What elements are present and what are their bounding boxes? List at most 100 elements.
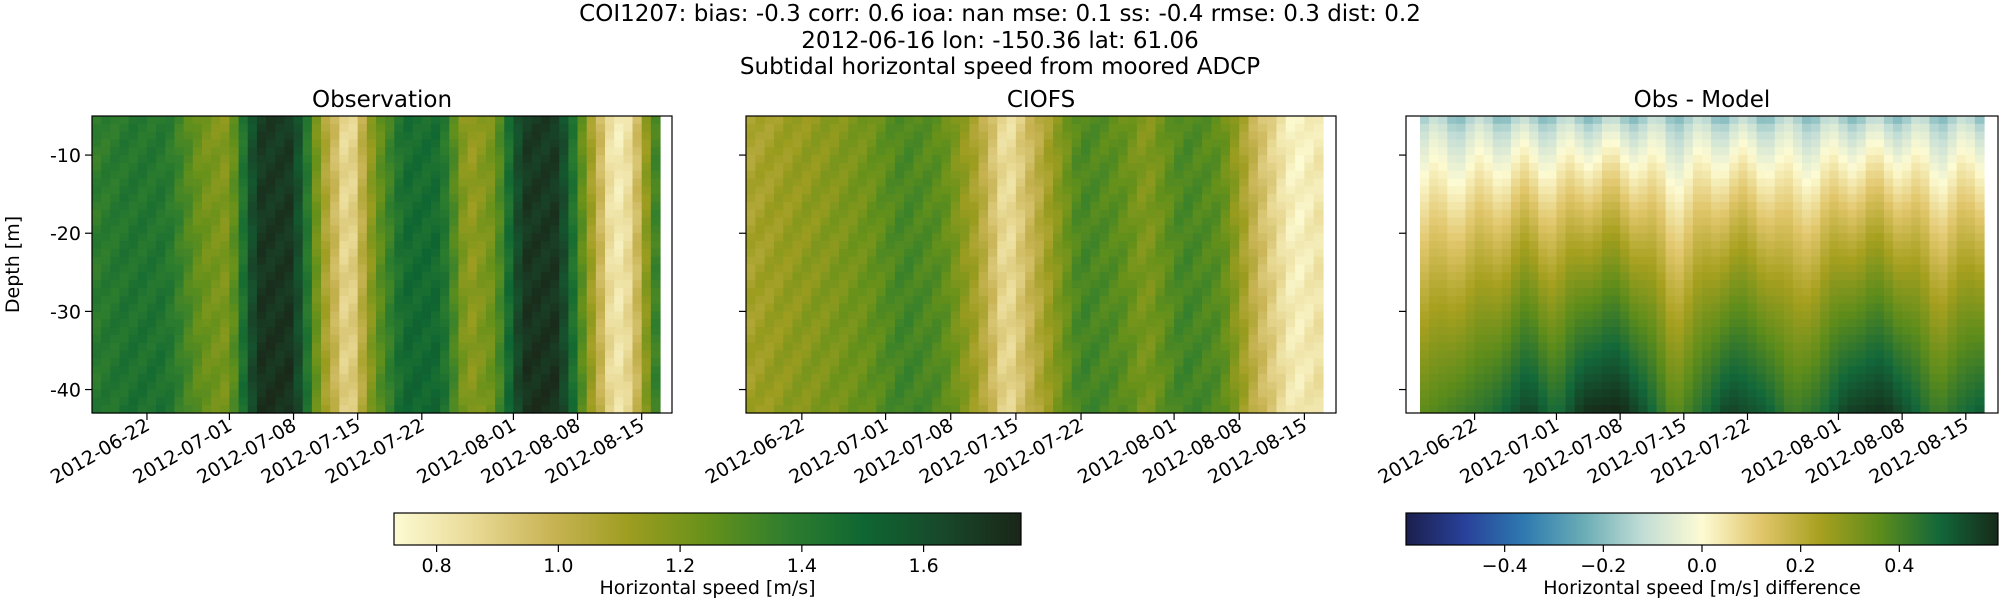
heatmap-cell (650, 123, 661, 133)
heatmap-cell (339, 123, 350, 133)
heatmap-cell (229, 201, 240, 211)
heatmap-cell (357, 397, 368, 406)
heatmap-cell (876, 272, 887, 281)
heatmap-cell (941, 178, 952, 187)
heatmap-cell (950, 342, 961, 352)
heatmap-cell (1420, 405, 1430, 414)
heatmap-cell (101, 358, 111, 367)
heatmap-cell (1456, 131, 1467, 141)
heatmap-cell (922, 389, 933, 398)
heatmap-cell (1183, 358, 1194, 367)
heatmap-cell (421, 295, 432, 305)
heatmap-cell (1447, 397, 1457, 406)
heatmap-cell (1090, 287, 1101, 297)
heatmap-cell (522, 147, 533, 156)
heatmap-cell (568, 358, 579, 367)
heatmap-cell (449, 201, 460, 211)
heatmap-cell (1285, 311, 1296, 320)
heatmap-cell (848, 201, 859, 211)
heatmap-cell (467, 256, 478, 266)
heatmap-cell (330, 272, 340, 281)
heatmap-cell (1447, 248, 1457, 258)
heatmap-cell (321, 170, 331, 180)
heatmap-cell (1276, 342, 1287, 352)
heatmap-cell (1108, 381, 1119, 391)
heatmap-cell (412, 272, 423, 281)
heatmap-cell (1220, 272, 1231, 281)
heatmap-cell (376, 131, 386, 141)
heatmap-cell (1025, 139, 1036, 148)
heatmap-cell (950, 405, 961, 414)
heatmap-cell (792, 131, 803, 141)
heatmap-cell (1136, 116, 1147, 125)
heatmap-cell (1062, 319, 1073, 328)
heatmap-cell (932, 217, 943, 227)
heatmap-cell (1081, 178, 1091, 187)
heatmap-cell (1239, 319, 1250, 328)
heatmap-cell (792, 358, 803, 367)
heatmap-cell (623, 147, 634, 156)
heatmap-cell (366, 217, 377, 227)
heatmap-cell (829, 217, 840, 227)
heatmap-cell (1081, 225, 1091, 234)
heatmap-cell (1183, 233, 1194, 242)
heatmap-cell (394, 131, 405, 141)
heatmap-cell (866, 358, 877, 367)
heatmap-cell (1456, 178, 1467, 187)
heatmap-cell (394, 311, 405, 320)
heatmap-cell (1174, 373, 1185, 383)
heatmap-cell (632, 303, 643, 312)
heatmap-cell (1267, 272, 1278, 281)
heatmap-cell (1447, 170, 1457, 180)
heatmap-cell (913, 194, 924, 203)
heatmap-cell (764, 241, 775, 250)
heatmap-cell (650, 373, 661, 383)
heatmap-cell (458, 280, 469, 289)
heatmap-cell (1229, 256, 1240, 266)
heatmap-cell (559, 201, 569, 211)
heatmap-cell (101, 342, 111, 352)
heatmap-cell (848, 319, 859, 328)
heatmap-cell (904, 155, 915, 164)
heatmap-cell (820, 358, 831, 367)
heatmap-cell (746, 186, 756, 195)
heatmap-cell (302, 201, 313, 211)
heatmap-cell (1155, 397, 1166, 406)
heatmap-cell (866, 155, 877, 164)
heatmap-cell (894, 162, 905, 172)
heatmap-cell (1313, 162, 1324, 172)
heatmap-cell (229, 334, 240, 344)
heatmap-cell (1053, 319, 1064, 328)
heatmap-cell (348, 147, 359, 156)
heatmap-cell (932, 131, 943, 141)
heatmap-cell (476, 225, 487, 234)
heatmap-cell (357, 366, 368, 375)
heatmap-cell (495, 217, 505, 227)
heatmap-cell (266, 366, 276, 375)
heatmap-cell (458, 303, 469, 312)
heatmap-cell (848, 123, 859, 133)
heatmap-cell (247, 397, 258, 406)
heatmap-cell (950, 131, 961, 141)
heatmap-cell (1118, 272, 1129, 281)
heatmap-cell (1062, 264, 1073, 273)
heatmap-cell (504, 295, 515, 305)
heatmap-cell (1146, 116, 1157, 125)
heatmap-cell (1285, 178, 1296, 187)
heatmap-cell (913, 123, 924, 133)
heatmap-cell (1420, 295, 1430, 305)
heatmap-cell (885, 389, 896, 398)
heatmap-cell (913, 303, 924, 312)
heatmap-cell (137, 358, 148, 367)
heatmap-cell (932, 241, 943, 250)
heatmap-cell (1429, 350, 1439, 359)
heatmap-cell (960, 162, 970, 172)
heatmap-cell (792, 162, 803, 172)
heatmap-cell (467, 366, 478, 375)
heatmap-cell (513, 139, 524, 148)
heatmap-cell (783, 287, 794, 297)
heatmap-cell (156, 147, 166, 156)
heatmap-cell (650, 225, 661, 234)
heatmap-cell (1211, 155, 1222, 164)
heatmap-cell (321, 155, 331, 164)
